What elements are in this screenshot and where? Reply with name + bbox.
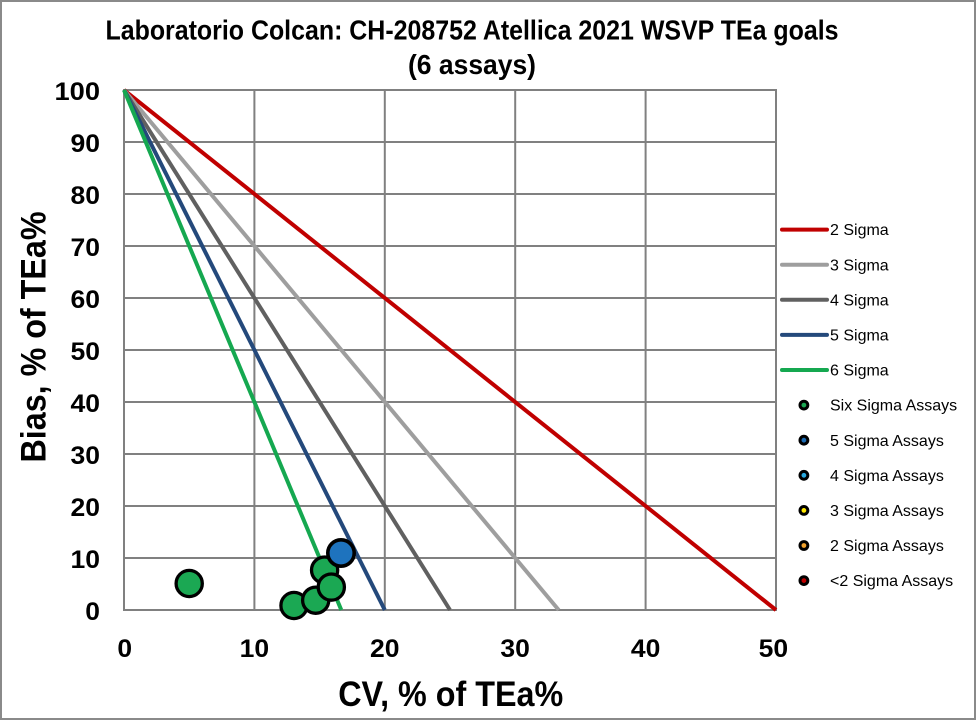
svg-text:30: 30 [500, 635, 530, 663]
svg-text:3 Sigma Assays: 3 Sigma Assays [830, 503, 944, 520]
svg-text:50: 50 [71, 338, 101, 366]
svg-text:6 Sigma: 6 Sigma [830, 363, 889, 380]
svg-text:60: 60 [71, 286, 101, 314]
svg-text:3 Sigma: 3 Sigma [830, 257, 889, 274]
svg-text:2 Sigma: 2 Sigma [830, 222, 889, 239]
svg-text:10: 10 [240, 635, 270, 663]
svg-text:50: 50 [759, 635, 789, 663]
svg-text:4 Sigma: 4 Sigma [830, 292, 889, 309]
svg-text:40: 40 [631, 635, 661, 663]
svg-text:2 Sigma Assays: 2 Sigma Assays [830, 538, 944, 555]
svg-text:5 Sigma: 5 Sigma [830, 328, 889, 345]
svg-text:100: 100 [55, 78, 101, 106]
svg-text:20: 20 [370, 635, 400, 663]
svg-text:4 Sigma Assays: 4 Sigma Assays [830, 468, 944, 485]
svg-text:30: 30 [71, 442, 101, 470]
svg-text:70: 70 [71, 234, 101, 262]
svg-text:0: 0 [85, 598, 100, 626]
svg-text:5 Sigma Assays: 5 Sigma Assays [830, 433, 944, 450]
svg-text:80: 80 [71, 182, 101, 210]
svg-text:Six Sigma Assays: Six Sigma Assays [830, 398, 957, 415]
svg-text:Bias, % of TEa%: Bias, % of TEa% [14, 212, 54, 463]
svg-text:0: 0 [117, 635, 132, 663]
svg-text:40: 40 [71, 390, 101, 418]
svg-text:<2 Sigma Assays: <2 Sigma Assays [830, 573, 953, 590]
svg-text:90: 90 [71, 130, 101, 158]
svg-text:10: 10 [71, 546, 101, 574]
svg-text:(6 assays): (6 assays) [408, 49, 536, 80]
svg-text:CV, % of TEa%: CV, % of TEa% [338, 674, 563, 714]
svg-text:Laboratorio Colcan: CH-208752: Laboratorio Colcan: CH-208752 Atellica 2… [106, 15, 839, 46]
svg-text:20: 20 [71, 494, 101, 522]
